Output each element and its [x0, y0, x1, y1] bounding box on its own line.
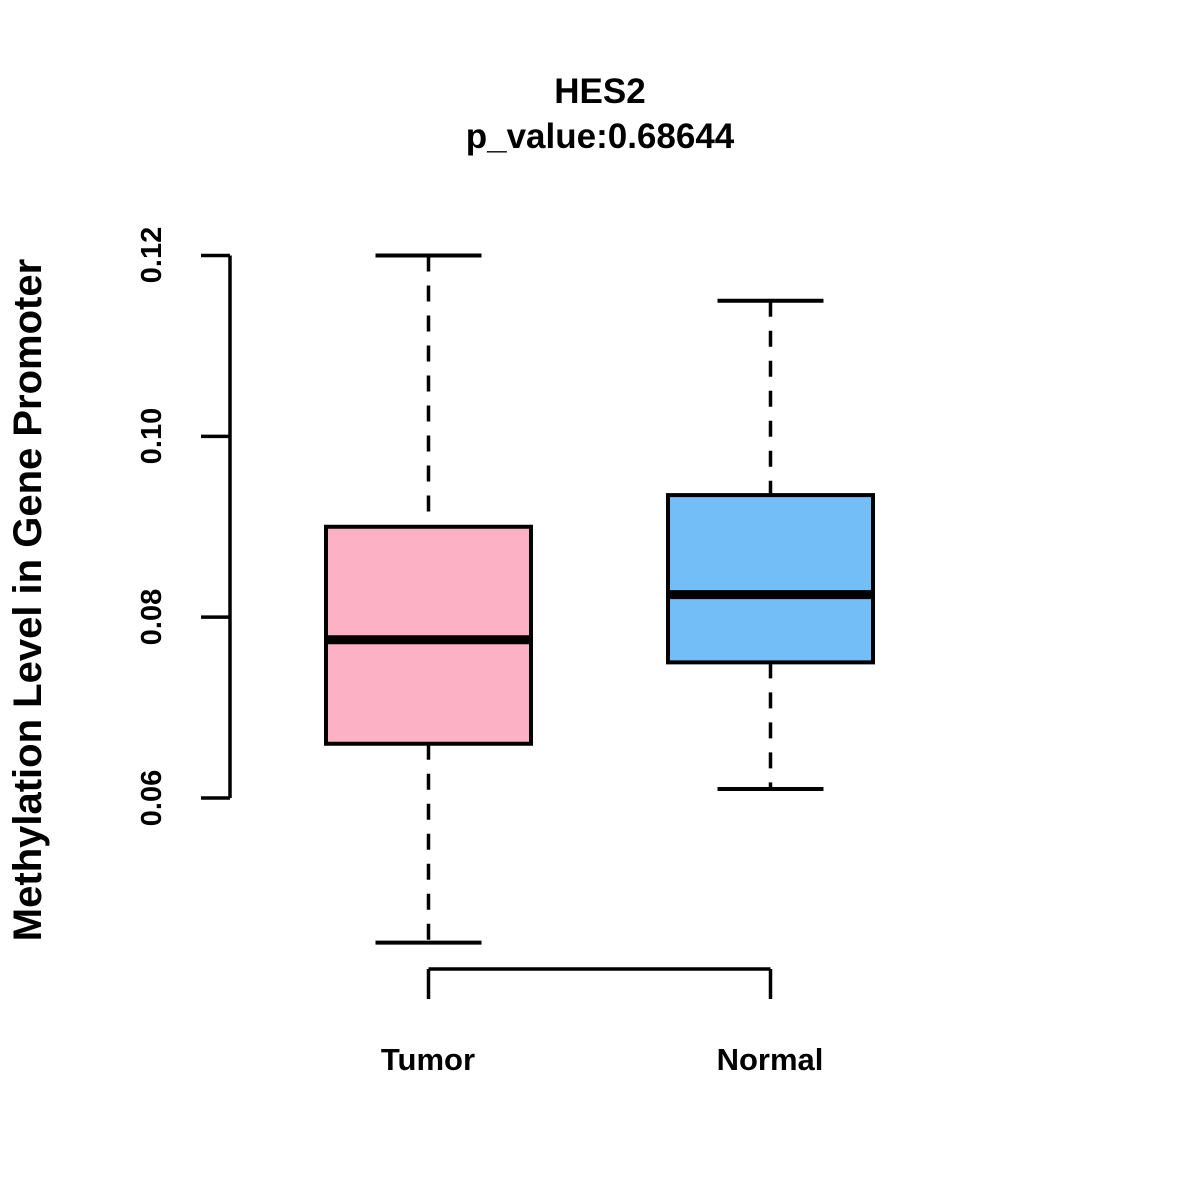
x-label-tumor: Tumor: [380, 1042, 476, 1077]
chart-title: HES2: [554, 72, 646, 111]
y-axis-title: Methylation Level in Gene Promoter: [6, 258, 50, 942]
y-tick-label-0.06: 0.06: [136, 769, 168, 827]
y-tick-label-0.08: 0.08: [136, 588, 168, 646]
chart-subtitle-pvalue: p_value:0.68644: [465, 117, 735, 156]
x-label-normal: Normal: [716, 1042, 824, 1077]
y-tick-label-0.10: 0.10: [136, 407, 168, 465]
normal-iqr-box: [666, 493, 875, 665]
y-tick-label-0.12: 0.12: [136, 226, 168, 284]
tumor-iqr-box: [324, 524, 533, 746]
